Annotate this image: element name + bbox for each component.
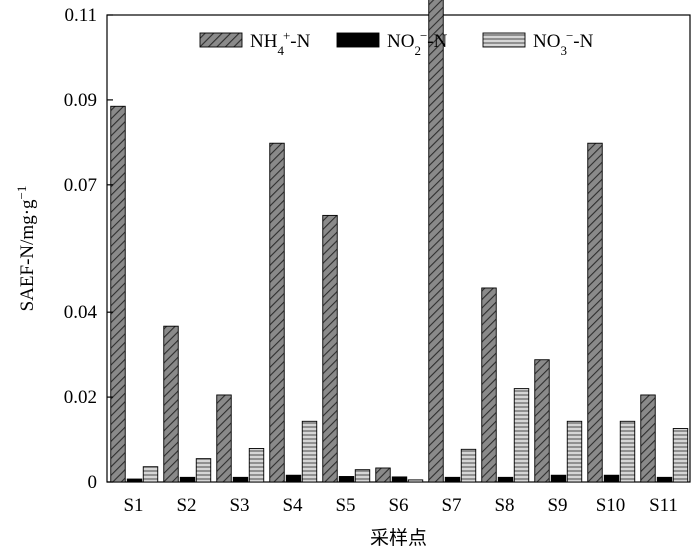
y-tick-label: 0.07 — [64, 175, 97, 196]
x-tick-label: S6 — [388, 495, 408, 516]
bar-no2-s6 — [391, 476, 408, 483]
bar-no2-s4 — [285, 474, 302, 483]
bar-no2-s1 — [126, 478, 143, 483]
bar-no2-s9 — [550, 474, 567, 483]
bar-nh4-s9 — [534, 359, 550, 483]
bar-no3-s6 — [407, 479, 424, 483]
bar-no3-s3 — [248, 448, 265, 483]
legend-nh4-swatch — [199, 32, 243, 48]
y-tick-label: 0.09 — [64, 90, 97, 111]
y-tick-label: 0 — [88, 472, 98, 493]
legend-no3-swatch — [482, 32, 526, 48]
bar-nh4-s4 — [269, 142, 285, 483]
bar-no3-s4 — [301, 420, 318, 483]
bar-nh4-s7 — [428, 0, 444, 483]
y-tick-label: 0.02 — [64, 387, 97, 408]
y-axis-title: SAEF-N/mg·g−1 — [14, 186, 39, 312]
bar-no3-s2 — [195, 458, 212, 483]
x-tick-label: S2 — [176, 495, 196, 516]
x-tick-label: S5 — [335, 495, 355, 516]
bar-nh4-s11 — [640, 394, 656, 483]
legend-no2-swatch — [336, 32, 380, 48]
bar-no2-s5 — [338, 476, 355, 483]
x-axis-title: 采样点 — [370, 527, 427, 549]
bar-no3-s1 — [142, 466, 159, 483]
x-tick-label: S10 — [596, 495, 626, 516]
bar-no3-s9 — [566, 420, 583, 483]
bar-no2-s3 — [232, 476, 249, 483]
bar-nh4-s10 — [587, 142, 603, 483]
bar-nh4-s5 — [322, 214, 338, 483]
legend: NH4+-N NO2−-N NO3−-N — [199, 28, 594, 58]
bar-no2-s8 — [497, 476, 514, 483]
legend-nh4-label: NH4+-N — [250, 28, 311, 58]
bar-nh4-s2 — [163, 325, 179, 483]
bar-no2-s7 — [444, 476, 461, 483]
x-tick-label: S11 — [649, 495, 678, 516]
bar-nh4-s8 — [481, 287, 497, 483]
bar-no3-s8 — [513, 388, 530, 483]
bar-no3-s5 — [354, 469, 371, 483]
x-tick-label: S8 — [494, 495, 514, 516]
x-tick-label: S3 — [229, 495, 249, 516]
bar-no2-s2 — [179, 476, 196, 483]
bar-no2-s10 — [603, 474, 620, 483]
legend-no3-label: NO3−-N — [533, 28, 594, 58]
bar-no3-s10 — [619, 420, 636, 483]
bar-nh4-s3 — [216, 394, 232, 483]
x-tick-label: S1 — [123, 495, 143, 516]
x-tick-label: S7 — [441, 495, 461, 516]
y-tick-label: 0.04 — [64, 302, 98, 323]
legend-no2-label: NO2−-N — [387, 28, 448, 58]
bar-nh4-s1 — [110, 105, 126, 483]
x-tick-label: S4 — [282, 495, 303, 516]
y-tick-label: 0.11 — [64, 5, 97, 26]
bar-no3-s7 — [460, 448, 477, 483]
x-tick-label: S9 — [547, 495, 567, 516]
bar-nh4-s6 — [375, 467, 391, 483]
bar-no3-s11 — [672, 428, 689, 483]
bar-no2-s11 — [656, 476, 673, 483]
